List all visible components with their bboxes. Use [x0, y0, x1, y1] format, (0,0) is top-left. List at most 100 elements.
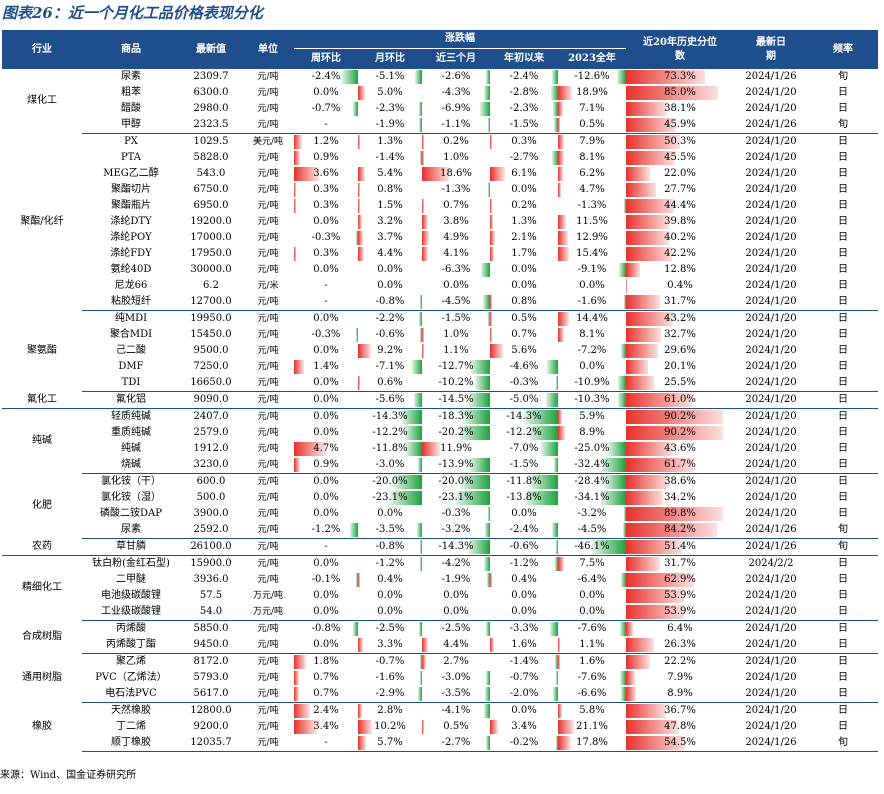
ytd-change-cell: 0.7%	[490, 327, 558, 343]
percentile-bar	[626, 279, 628, 293]
ytd-change-cell: 0.2%	[490, 198, 558, 214]
year2023-change-value: -25.0%	[574, 443, 610, 454]
table-row: 电石法PVC 5617.0 元/吨 0.7% -2.9% -3.5% -2.0% -6.6% 8…	[2, 686, 878, 703]
month-change-bar	[420, 557, 422, 571]
latest-date: 2024/1/20	[745, 345, 797, 356]
latest-date: 2024/1/20	[745, 103, 797, 114]
product-name: DMF	[118, 361, 144, 372]
week-change-value: 0.3%	[313, 200, 339, 211]
ytd-change-value: 5.6%	[511, 345, 537, 356]
three-month-change-value: 0.0%	[443, 280, 469, 291]
unit-label: 元/吨	[257, 412, 279, 422]
three-month-change-value: -20.0%	[438, 476, 474, 487]
product-name: 氨纶40D	[110, 264, 152, 275]
product-name: 二甲醚	[116, 574, 146, 585]
table-row: 煤化工 尿素 2309.7 元/吨 -2.4% -5.1% -2.6% -2.4% -12.6%…	[2, 69, 878, 106]
three-month-change-cell: -18.3%	[422, 409, 490, 426]
three-month-change-value: -2.6%	[441, 71, 471, 82]
table-body: 煤化工 尿素 2309.7 元/吨 -2.4% -5.1% -2.6% -2.4% -12.6%…	[2, 69, 878, 752]
month-change-cell: -3.5%	[358, 522, 422, 539]
latest-value: 7250.0	[193, 361, 229, 372]
table-row: 甲醇 2323.5 元/吨 - -1.9% -1.1% -1.5% 0.5% 45.9% 2024…	[2, 117, 878, 134]
ytd-change-cell: -14.3%	[490, 409, 558, 426]
latest-value: 1029.5	[193, 136, 229, 147]
product-name: 钛白粉(金红石型)	[92, 558, 170, 569]
ytd-change-cell: 3.4%	[490, 719, 558, 735]
three-month-change-value: -3.0%	[441, 672, 471, 683]
latest-value: 6750.0	[193, 184, 229, 195]
three-month-change-cell: -1.1%	[422, 117, 490, 134]
week-change-bar	[352, 622, 358, 636]
week-change-cell: -0.3%	[294, 230, 358, 246]
ytd-change-value: 0.0%	[511, 264, 537, 275]
percentile-value: 34.2%	[664, 492, 696, 503]
product-name: TDI	[82, 375, 180, 392]
table-row: 氨纶40D 30000.0 元/吨 0.0% 0.0% -6.3% 0.0% -9.1% 12.…	[2, 262, 878, 278]
three-month-change-cell: 0.2%	[422, 134, 490, 151]
ytd-change-bar	[529, 426, 558, 440]
month-change-bar	[414, 70, 422, 84]
table-row: 涤纶FDY 17950.0 元/吨 0.3% 4.4% 4.1% 1.7% 15.4% 42.2…	[2, 246, 878, 262]
week-change-value: 0.0%	[313, 476, 339, 487]
week-change-cell: 0.3%	[294, 198, 358, 214]
ytd-change-cell: -0.2%	[490, 735, 558, 752]
year2023-change-bar	[620, 344, 626, 358]
three-month-change-bar	[422, 720, 425, 734]
ytd-change-value: -7.0%	[509, 443, 539, 454]
week-change-cell: 0.0%	[294, 425, 358, 441]
year2023-change-cell: 0.0%	[558, 359, 626, 375]
ytd-change-bar	[554, 458, 558, 472]
month-change-value: -0.6%	[375, 329, 405, 340]
table-row: 通用树脂 聚乙烯 8172.0 元/吨 1.8% -0.7% 2.7% -1.4% 1.6% 22…	[2, 654, 878, 683]
month-change-cell: 10.2%	[358, 719, 422, 735]
three-month-change-value: -4.5%	[441, 296, 471, 307]
year2023-change-cell: -12.6%	[558, 69, 626, 85]
month-change-value: 10.2%	[374, 721, 406, 732]
table-row: 烧碱 3230.0 元/吨 0.9% -3.0% -13.9% -1.5% -32.4% 61.…	[2, 457, 878, 474]
unit-label: 万元/吨	[252, 591, 284, 601]
year2023-change-bar	[602, 458, 626, 472]
product-name: 工业级碳酸锂	[82, 604, 180, 621]
week-change-cell: 0.0%	[294, 375, 358, 392]
year2023-change-bar	[558, 86, 572, 100]
ytd-change-value: 0.0%	[511, 508, 537, 519]
month-change-bar	[412, 360, 422, 374]
three-month-change-bar	[422, 151, 425, 165]
industry-label: 聚酯/化纤	[20, 216, 64, 227]
ytd-change-cell: 5.6%	[490, 343, 558, 359]
latest-value: 2309.7	[193, 71, 229, 82]
percentile-bar	[626, 167, 650, 181]
product-name: 聚合MDI	[109, 329, 153, 340]
three-month-change-value: -2.5%	[441, 623, 471, 634]
percentile-value: 32.7%	[664, 329, 696, 340]
table-row: 纯碱 1912.0 元/吨 4.7% -11.8% 11.9% -7.0% -25.0% 43.…	[2, 441, 878, 457]
year2023-change-cell: -10.3%	[558, 391, 626, 409]
week-change-value: 0.0%	[313, 606, 339, 617]
ytd-change-value: 0.0%	[511, 280, 537, 291]
latest-value: 2407.0	[193, 411, 229, 422]
month-change-value: 0.4%	[377, 574, 403, 585]
ytd-change-bar	[529, 475, 558, 489]
percentile-value: 31.7%	[664, 296, 696, 307]
percentile-bar	[626, 507, 723, 521]
month-change-cell: -0.8%	[358, 538, 422, 556]
frequency: 日	[838, 264, 848, 275]
three-month-change-cell: -6.3%	[422, 262, 490, 278]
year2023-change-value: 4.7%	[579, 184, 605, 195]
percentile-cell: 22.2%	[626, 654, 734, 671]
latest-value: 9500.0	[193, 345, 229, 356]
three-month-change-bar	[422, 199, 425, 213]
three-month-change-bar	[422, 135, 425, 149]
month-change-value: -3.0%	[375, 459, 405, 470]
percentile-value: 22.2%	[664, 656, 696, 667]
year2023-change-bar	[616, 70, 626, 84]
ytd-change-value: 0.5%	[511, 313, 537, 324]
latest-date: 2024/1/20	[734, 686, 808, 703]
ytd-change-cell: 0.5%	[490, 311, 558, 328]
table-row: 二甲醚 3936.0 元/吨 -0.1% 0.4% -1.9% 0.4% -6.4% 62.9%…	[2, 572, 878, 588]
three-month-change-bar	[485, 523, 490, 537]
unit-label: 元/吨	[257, 185, 279, 195]
three-month-change-bar	[475, 376, 490, 390]
latest-date: 2024/1/20	[745, 248, 797, 259]
percentile-bar	[626, 622, 633, 636]
